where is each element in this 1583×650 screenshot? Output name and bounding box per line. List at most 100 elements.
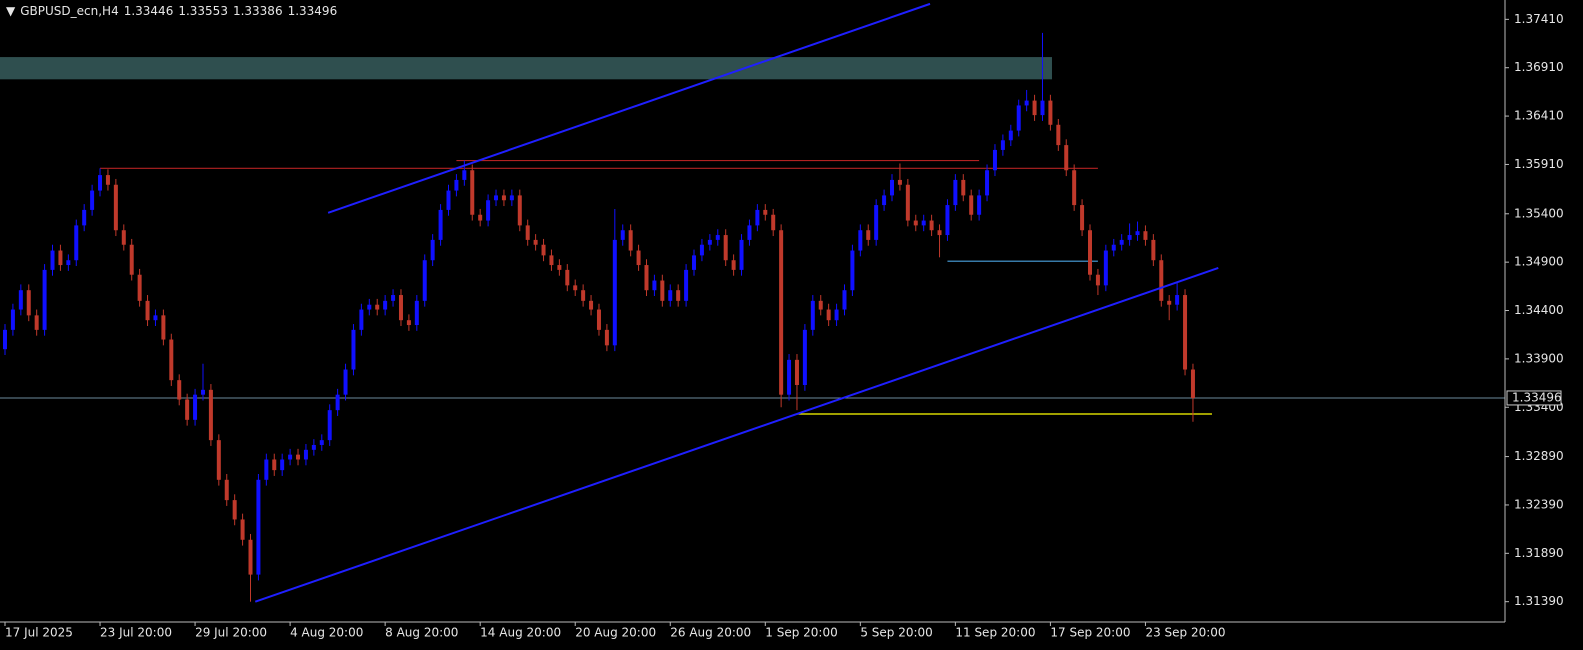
candle-body	[802, 329, 807, 386]
candle-body	[18, 290, 23, 310]
y-tick-label: 1.31390	[1514, 594, 1564, 608]
x-tick-label: 14 Aug 20:00	[480, 626, 561, 640]
candle-body	[1095, 274, 1100, 286]
candle-body	[684, 269, 689, 301]
candle-body	[1119, 239, 1124, 245]
candle-body	[153, 315, 158, 321]
x-tick-label: 11 Sep 20:00	[955, 626, 1035, 640]
symbol: GBPUSD_ecn,H4	[20, 4, 119, 18]
candle-body	[486, 200, 491, 221]
candle-body	[494, 195, 499, 201]
candle-body	[628, 230, 633, 251]
candle-body	[1183, 295, 1188, 370]
candle-body	[953, 179, 958, 206]
y-tick-label: 1.31890	[1514, 546, 1564, 560]
candle-body	[359, 309, 364, 330]
candle-body	[897, 179, 902, 185]
candle-body	[200, 389, 205, 395]
x-tick-label: 5 Sep 20:00	[860, 626, 932, 640]
x-tick-label: 29 Jul 20:00	[195, 626, 267, 640]
candle-body	[264, 459, 269, 480]
y-tick-label: 1.34900	[1514, 255, 1564, 269]
candle-body	[288, 454, 293, 460]
candle-body	[1072, 170, 1077, 206]
candle-body	[1064, 145, 1069, 171]
candle-body	[34, 315, 39, 330]
candle-body	[652, 280, 657, 291]
candle-body	[707, 239, 712, 245]
candle-body	[739, 239, 744, 270]
candle-body	[121, 230, 126, 245]
candle-body	[256, 479, 261, 575]
trendline	[254, 267, 1219, 603]
candle-body	[992, 149, 997, 171]
candle-body	[533, 239, 538, 245]
candle-body	[969, 195, 974, 215]
candle-body	[50, 250, 55, 270]
candle-body	[1151, 239, 1156, 261]
candle-body	[422, 260, 427, 301]
candle-body	[335, 394, 340, 411]
candle-body	[1175, 295, 1180, 305]
candle-body	[240, 519, 245, 540]
candle-body	[1088, 230, 1093, 275]
candle-body	[383, 300, 388, 310]
candle-body	[177, 380, 182, 400]
candle-body	[1111, 244, 1116, 251]
header-value: 1.33446	[123, 4, 174, 18]
candle-body	[478, 214, 483, 221]
candle-body	[755, 209, 760, 226]
candle-body	[715, 235, 720, 240]
candle-body	[612, 239, 617, 346]
candle-body	[1008, 130, 1013, 141]
candle-body	[1103, 250, 1108, 286]
candle-body	[208, 389, 213, 441]
candle-body	[985, 170, 990, 196]
candle-body	[296, 454, 301, 460]
x-tick-label: 20 Aug 20:00	[575, 626, 656, 640]
candle-body	[137, 274, 142, 301]
candle-body	[438, 209, 443, 240]
candle-body	[1024, 100, 1029, 106]
candle-body	[1040, 100, 1045, 116]
candle-body	[517, 195, 522, 226]
candle-body	[501, 195, 506, 201]
candle-body	[644, 265, 649, 291]
candle-body	[937, 230, 942, 236]
candle-body	[1032, 100, 1037, 116]
y-tick-label: 1.33900	[1514, 351, 1564, 365]
candle-body	[1190, 369, 1195, 398]
candle-body	[882, 195, 887, 206]
candle-body	[224, 479, 229, 501]
x-tick-label: 8 Aug 20:00	[385, 626, 458, 640]
candle-body	[454, 179, 459, 191]
candle-body	[779, 230, 784, 395]
candle-body	[280, 459, 285, 471]
candle-body	[343, 369, 348, 395]
candle-body	[1127, 235, 1132, 240]
x-tick-label: 26 Aug 20:00	[670, 626, 751, 640]
candle-body	[105, 175, 110, 185]
candle-body	[596, 309, 601, 330]
candle-body	[866, 230, 871, 240]
last-price-box	[1506, 390, 1562, 406]
candle-body	[462, 170, 467, 180]
candle-body	[232, 500, 237, 520]
candle-body	[193, 394, 198, 420]
candle-body	[565, 269, 570, 286]
candle-body	[668, 290, 673, 301]
candle-body	[890, 179, 895, 196]
candle-body	[470, 170, 475, 215]
candle-body	[620, 230, 625, 240]
candle-body	[581, 290, 586, 301]
candle-body	[525, 225, 530, 240]
candle-body	[731, 260, 736, 270]
candle-body	[549, 255, 554, 266]
candle-body	[406, 320, 411, 326]
candle-body	[771, 214, 776, 231]
candle-body	[604, 329, 609, 346]
y-tick-label: 1.35400	[1514, 206, 1564, 220]
candle-body	[913, 220, 918, 226]
